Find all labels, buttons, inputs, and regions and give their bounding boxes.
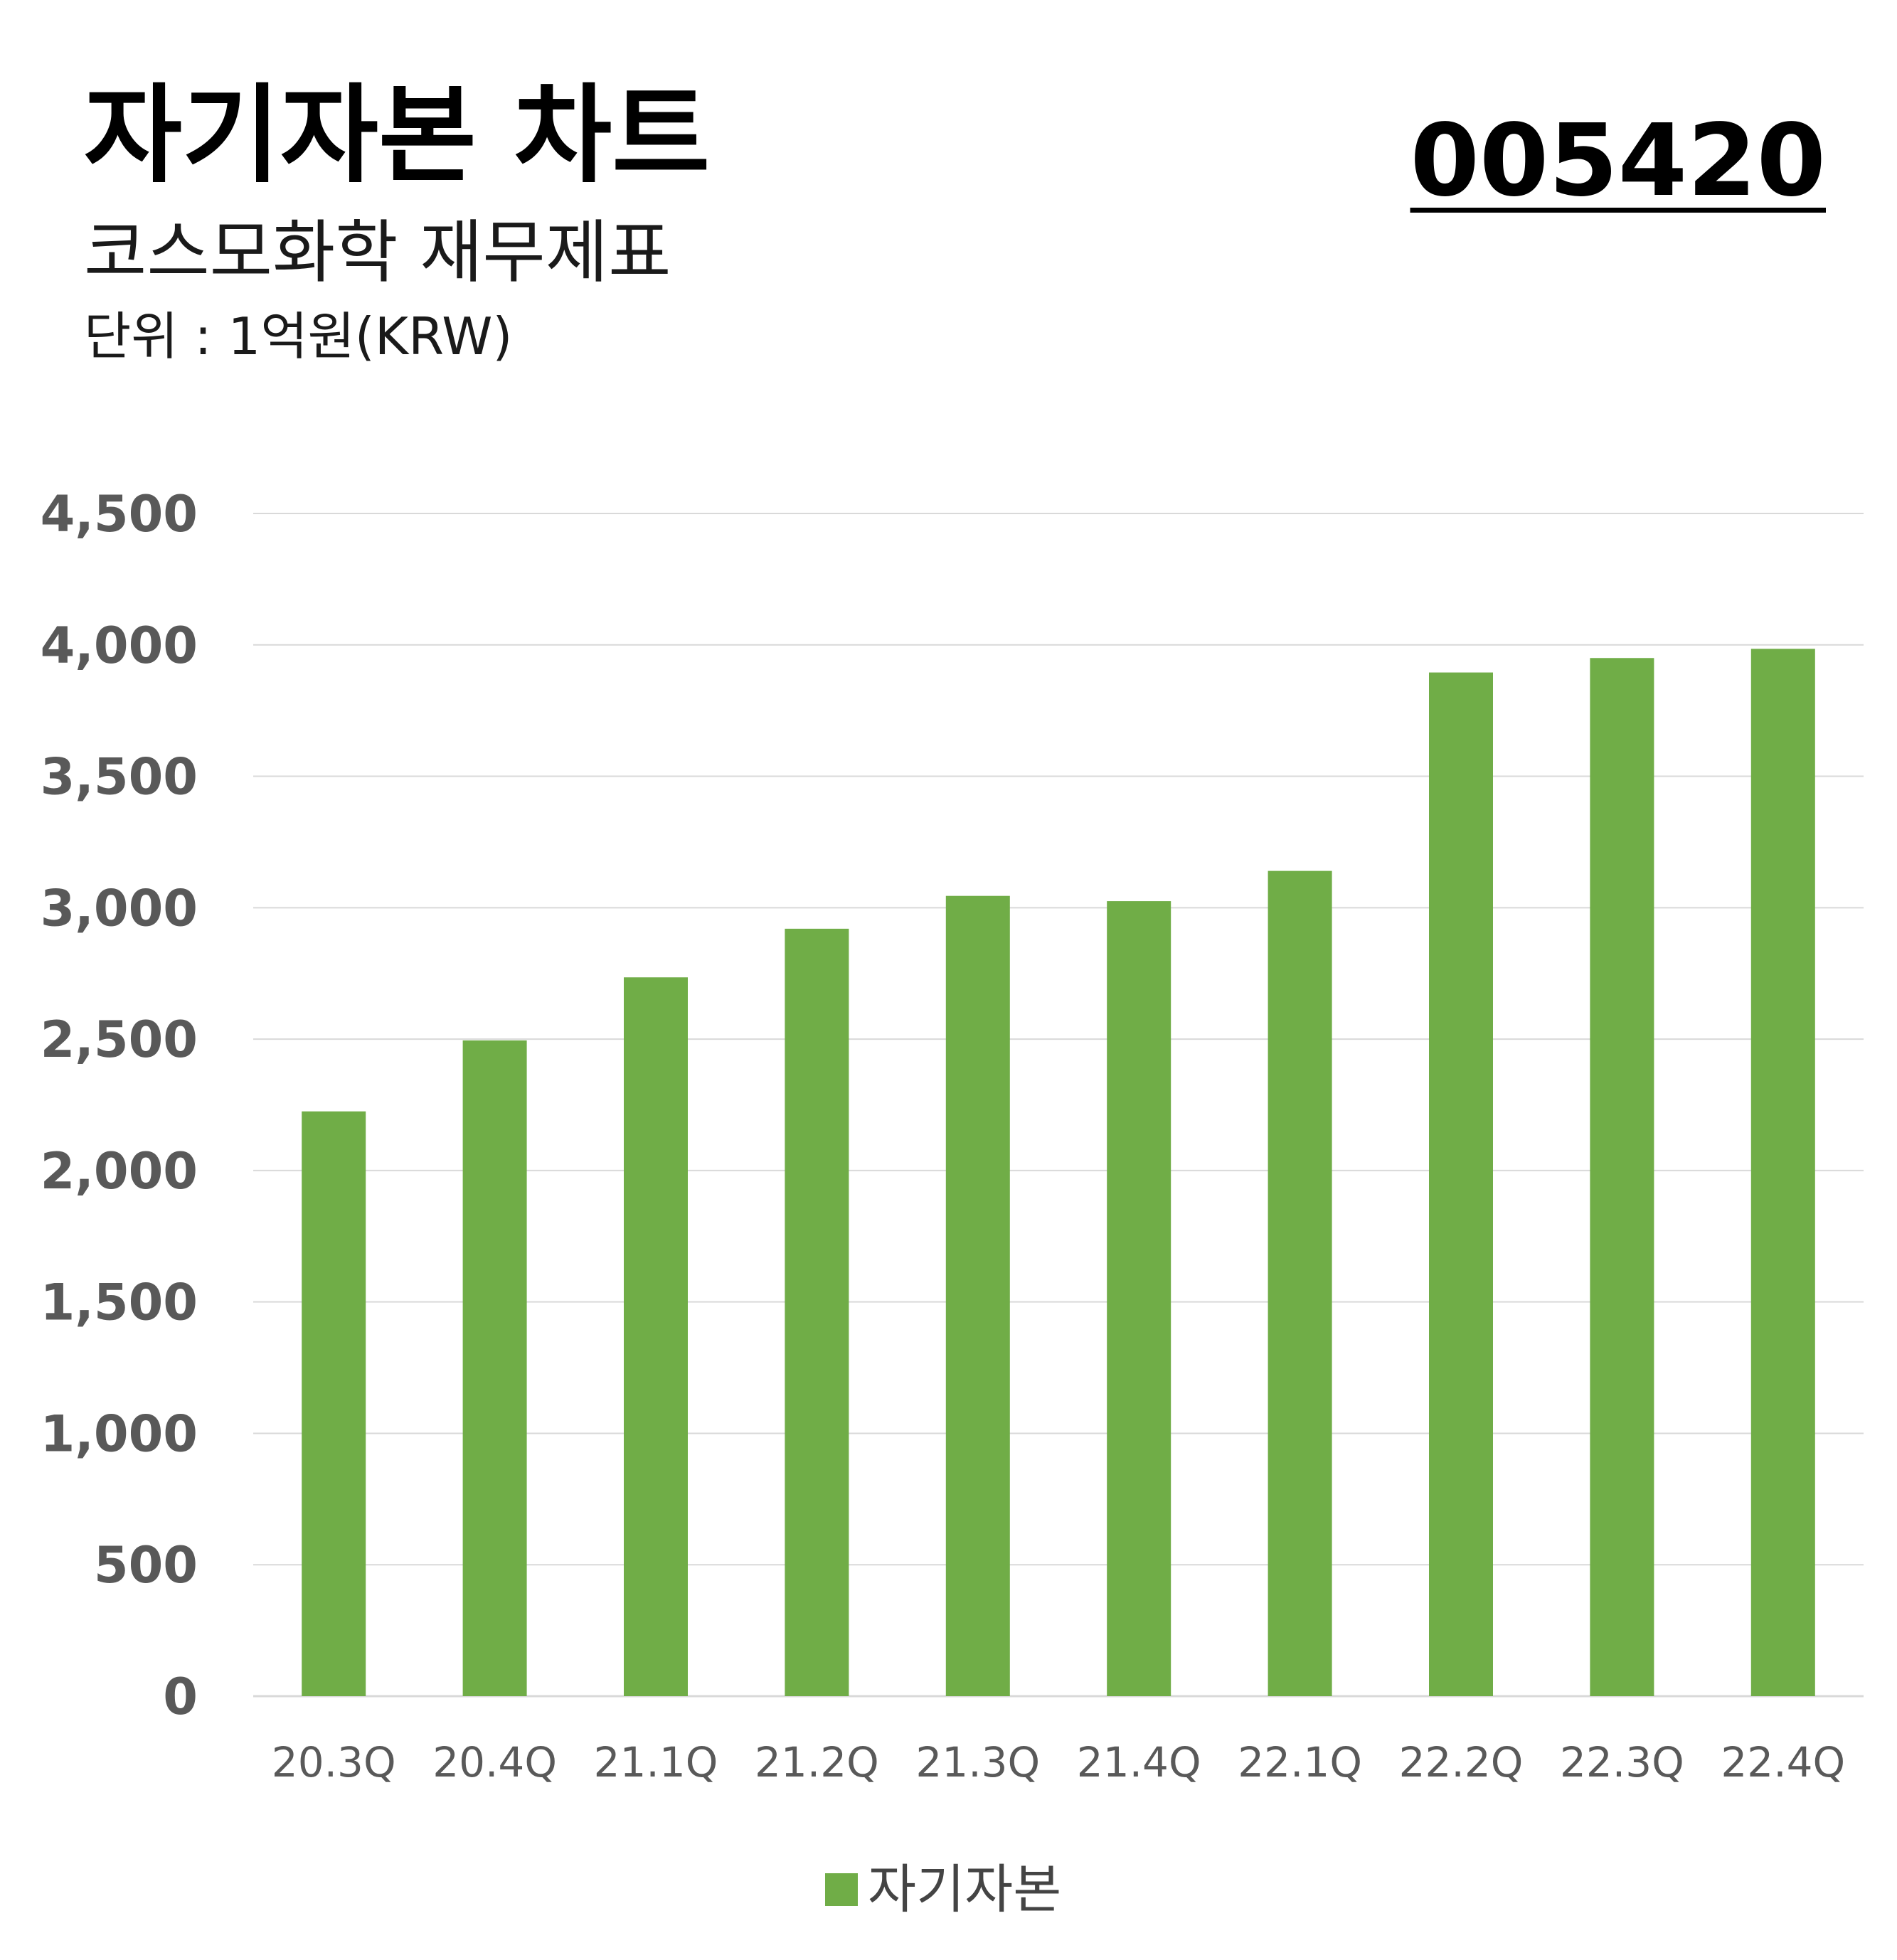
- chart-title: 자기자본 차트: [84, 74, 711, 198]
- bar-21.4Q: [1107, 901, 1171, 1696]
- x-tick-label: 22.2Q: [1399, 1738, 1524, 1786]
- x-axis-ticks: 20.3Q 20.4Q 21.1Q 21.2Q 21.3Q 21.4Q 22.1Q 22.2Q…: [272, 1738, 1845, 1786]
- y-tick-label: 2,000: [41, 1142, 198, 1200]
- y-tick-label: 3,000: [41, 879, 198, 937]
- y-tick-label: 1,000: [41, 1405, 198, 1463]
- unit-label: 단위 : 1억원(KRW): [84, 307, 513, 366]
- bar-22.3Q: [1590, 658, 1654, 1696]
- y-tick-label: 0: [163, 1668, 198, 1726]
- x-tick-label: 20.4Q: [432, 1738, 557, 1786]
- stock-code: 005420: [1410, 103, 1826, 219]
- bar-21.3Q: [945, 895, 1010, 1696]
- x-tick-label: 22.3Q: [1560, 1738, 1684, 1786]
- x-tick-label: 22.4Q: [1721, 1738, 1845, 1786]
- legend: 자기자본: [825, 1863, 1061, 1916]
- y-tick-label: 4,500: [41, 485, 198, 543]
- x-tick-label: 21.3Q: [915, 1738, 1040, 1786]
- bar-22.4Q: [1750, 649, 1815, 1697]
- y-tick-label: 3,500: [41, 748, 198, 806]
- x-tick-label: 21.1Q: [594, 1738, 718, 1786]
- x-tick-label: 22.1Q: [1238, 1738, 1362, 1786]
- legend-swatch: [825, 1873, 858, 1906]
- y-tick-label: 500: [94, 1536, 198, 1594]
- bar-22.1Q: [1268, 870, 1332, 1696]
- bar-21.2Q: [785, 928, 849, 1696]
- bars: [302, 649, 1815, 1697]
- x-tick-label: 21.2Q: [755, 1738, 879, 1786]
- y-tick-label: 4,000: [41, 617, 198, 675]
- legend-label: 자기자본: [868, 1859, 1062, 1920]
- bar-22.2Q: [1429, 672, 1493, 1697]
- y-axis-ticks: 0 500 1,000 1,500 2,000 2,500 3,000 3,500 4,000 4…: [41, 485, 198, 1726]
- bar-21.1Q: [624, 977, 688, 1696]
- y-tick-label: 1,500: [41, 1274, 198, 1332]
- chart-subtitle: 코스모화학 재무제표: [84, 213, 671, 292]
- x-tick-label: 21.4Q: [1077, 1738, 1201, 1786]
- x-tick-label: 20.3Q: [272, 1738, 396, 1786]
- y-tick-label: 2,500: [41, 1011, 198, 1069]
- bar-20.3Q: [302, 1111, 366, 1696]
- bar-20.4Q: [462, 1040, 527, 1696]
